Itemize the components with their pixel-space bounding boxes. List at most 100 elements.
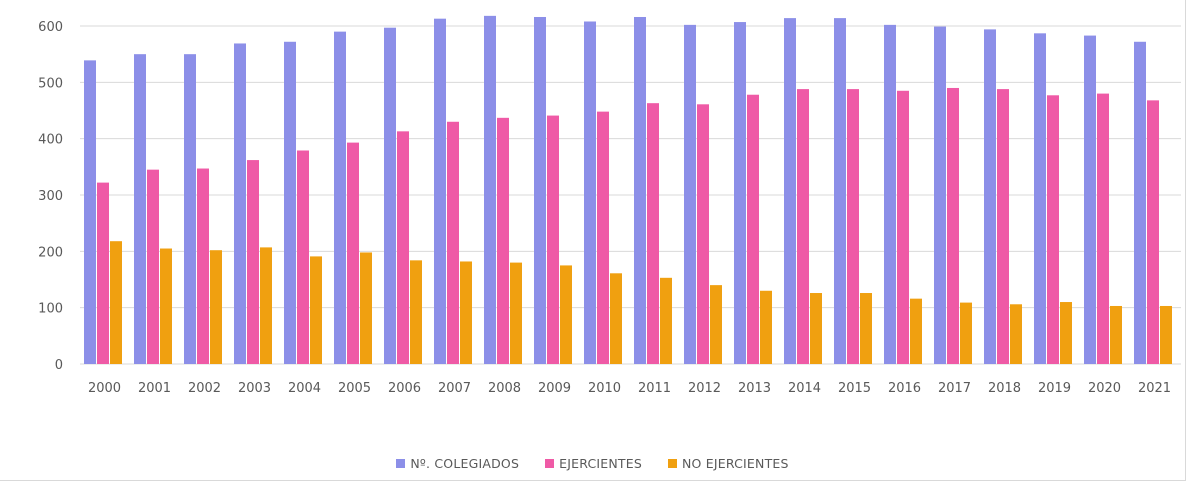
bar-ejercientes-2017 xyxy=(947,87,959,364)
bar-colegiados-2002 xyxy=(184,54,196,365)
bars xyxy=(84,15,1172,365)
y-tick-label: 300 xyxy=(38,189,63,204)
bar-no-ejercientes-2020 xyxy=(1110,305,1122,364)
bar-colegiados-2020 xyxy=(1084,35,1096,365)
bar-colegiados-2004 xyxy=(284,41,296,364)
bar-no-ejercientes-2015 xyxy=(860,293,872,364)
bar-ejercientes-2021 xyxy=(1147,100,1159,365)
bar-colegiados-2006 xyxy=(384,27,396,364)
y-tick-label: 600 xyxy=(38,20,63,35)
bar-no-ejercientes-2004 xyxy=(310,256,322,364)
bar-no-ejercientes-2016 xyxy=(910,298,922,364)
x-tick-label: 2001 xyxy=(138,381,171,396)
bar-ejercientes-2012 xyxy=(697,104,709,364)
bar-no-ejercientes-2005 xyxy=(360,252,372,364)
bar-no-ejercientes-2012 xyxy=(710,285,722,364)
legend-label-ejercientes: EJERCIENTES xyxy=(559,456,642,471)
bar-colegiados-2011 xyxy=(634,16,646,365)
bar-no-ejercientes-2018 xyxy=(1010,304,1022,364)
x-tick-label: 2019 xyxy=(1038,381,1071,396)
bar-ejercientes-2010 xyxy=(597,111,609,364)
bar-colegiados-2005 xyxy=(334,31,346,365)
x-tick-label: 2005 xyxy=(338,381,371,396)
x-tick-label: 2003 xyxy=(238,381,271,396)
x-tick-label: 2018 xyxy=(988,381,1021,396)
x-tick-label: 2011 xyxy=(638,381,671,396)
bar-no-ejercientes-2011 xyxy=(660,277,672,364)
bar-ejercientes-2003 xyxy=(247,160,259,364)
bar-no-ejercientes-2014 xyxy=(810,293,822,364)
bar-colegiados-2000 xyxy=(84,60,96,364)
bar-no-ejercientes-2002 xyxy=(210,250,222,364)
bar-ejercientes-2013 xyxy=(747,94,759,364)
bar-ejercientes-2002 xyxy=(197,168,209,364)
x-tick-label: 2015 xyxy=(838,381,871,396)
bar-ejercientes-2018 xyxy=(997,89,1009,365)
bar-ejercientes-2019 xyxy=(1047,95,1059,364)
bar-colegiados-2018 xyxy=(984,29,996,364)
bar-colegiados-2017 xyxy=(934,26,946,365)
legend-item-colegiados: Nº. COLEGIADOS xyxy=(396,456,519,471)
x-tick-label: 2000 xyxy=(88,381,121,396)
x-tick-label: 2008 xyxy=(488,381,521,396)
bar-ejercientes-2016 xyxy=(897,90,909,365)
x-tick-label: 2021 xyxy=(1138,381,1171,396)
bar-colegiados-2019 xyxy=(1034,33,1046,364)
y-tick-label: 200 xyxy=(38,245,63,260)
x-tick-label: 2016 xyxy=(888,381,921,396)
legend-label-no-ejercientes: NO EJERCIENTES xyxy=(682,456,789,471)
bar-colegiados-2007 xyxy=(434,18,446,364)
bar-no-ejercientes-2003 xyxy=(260,247,272,364)
bar-colegiados-2003 xyxy=(234,43,246,365)
x-tick-label: 2002 xyxy=(188,381,221,396)
bar-ejercientes-2020 xyxy=(1097,93,1109,364)
x-axis-tick-labels: 2000 2001 2002 2003 2004 2005 2006 2007 2008 2009… xyxy=(88,381,1171,396)
y-tick-label: 500 xyxy=(38,76,63,91)
bar-no-ejercientes-2007 xyxy=(460,261,472,364)
bar-ejercientes-2005 xyxy=(347,142,359,364)
legend: Nº. COLEGIADOS EJERCIENTES NO EJERCIENTE… xyxy=(0,456,1185,471)
bar-no-ejercientes-2009 xyxy=(560,265,572,364)
bar-ejercientes-2008 xyxy=(497,117,509,364)
x-tick-label: 2020 xyxy=(1088,381,1121,396)
legend-label-colegiados: Nº. COLEGIADOS xyxy=(410,456,520,471)
bar-colegiados-2016 xyxy=(884,24,896,365)
bar-ejercientes-2009 xyxy=(547,115,559,364)
bar-colegiados-2012 xyxy=(684,24,696,365)
bar-no-ejercientes-2013 xyxy=(760,290,772,364)
bar-no-ejercientes-2001 xyxy=(160,248,172,364)
bar-ejercientes-2015 xyxy=(847,89,859,365)
bar-colegiados-2014 xyxy=(784,18,796,364)
x-tick-label: 2009 xyxy=(538,381,571,396)
bar-ejercientes-2011 xyxy=(647,103,659,364)
bar-no-ejercientes-2000 xyxy=(110,241,122,364)
bar-ejercientes-2004 xyxy=(297,150,309,364)
legend-swatch-ejercientes xyxy=(545,459,555,468)
x-tick-label: 2013 xyxy=(738,381,771,396)
bar-colegiados-2010 xyxy=(584,21,596,364)
bar-colegiados-2001 xyxy=(134,54,146,365)
bar-no-ejercientes-2006 xyxy=(410,260,422,364)
x-tick-label: 2006 xyxy=(388,381,421,396)
bar-no-ejercientes-2008 xyxy=(510,262,522,364)
y-tick-label: 0 xyxy=(55,358,63,373)
bar-no-ejercientes-2021 xyxy=(1160,305,1172,364)
bar-no-ejercientes-2017 xyxy=(960,302,972,364)
bar-colegiados-2009 xyxy=(534,16,546,365)
legend-item-no-ejercientes: NO EJERCIENTES xyxy=(668,456,789,471)
bar-no-ejercientes-2019 xyxy=(1060,302,1072,364)
bar-no-ejercientes-2010 xyxy=(610,273,622,364)
bar-ejercientes-2014 xyxy=(797,89,809,365)
x-tick-label: 2007 xyxy=(438,381,471,396)
y-tick-label: 400 xyxy=(38,133,63,148)
bar-colegiados-2013 xyxy=(734,22,746,364)
x-tick-label: 2017 xyxy=(938,381,971,396)
bar-ejercientes-2006 xyxy=(397,131,409,364)
bar-ejercientes-2007 xyxy=(447,121,459,365)
x-tick-label: 2010 xyxy=(588,381,621,396)
x-tick-label: 2014 xyxy=(788,381,821,396)
bar-ejercientes-2001 xyxy=(147,169,159,364)
bar-colegiados-2015 xyxy=(834,18,846,364)
